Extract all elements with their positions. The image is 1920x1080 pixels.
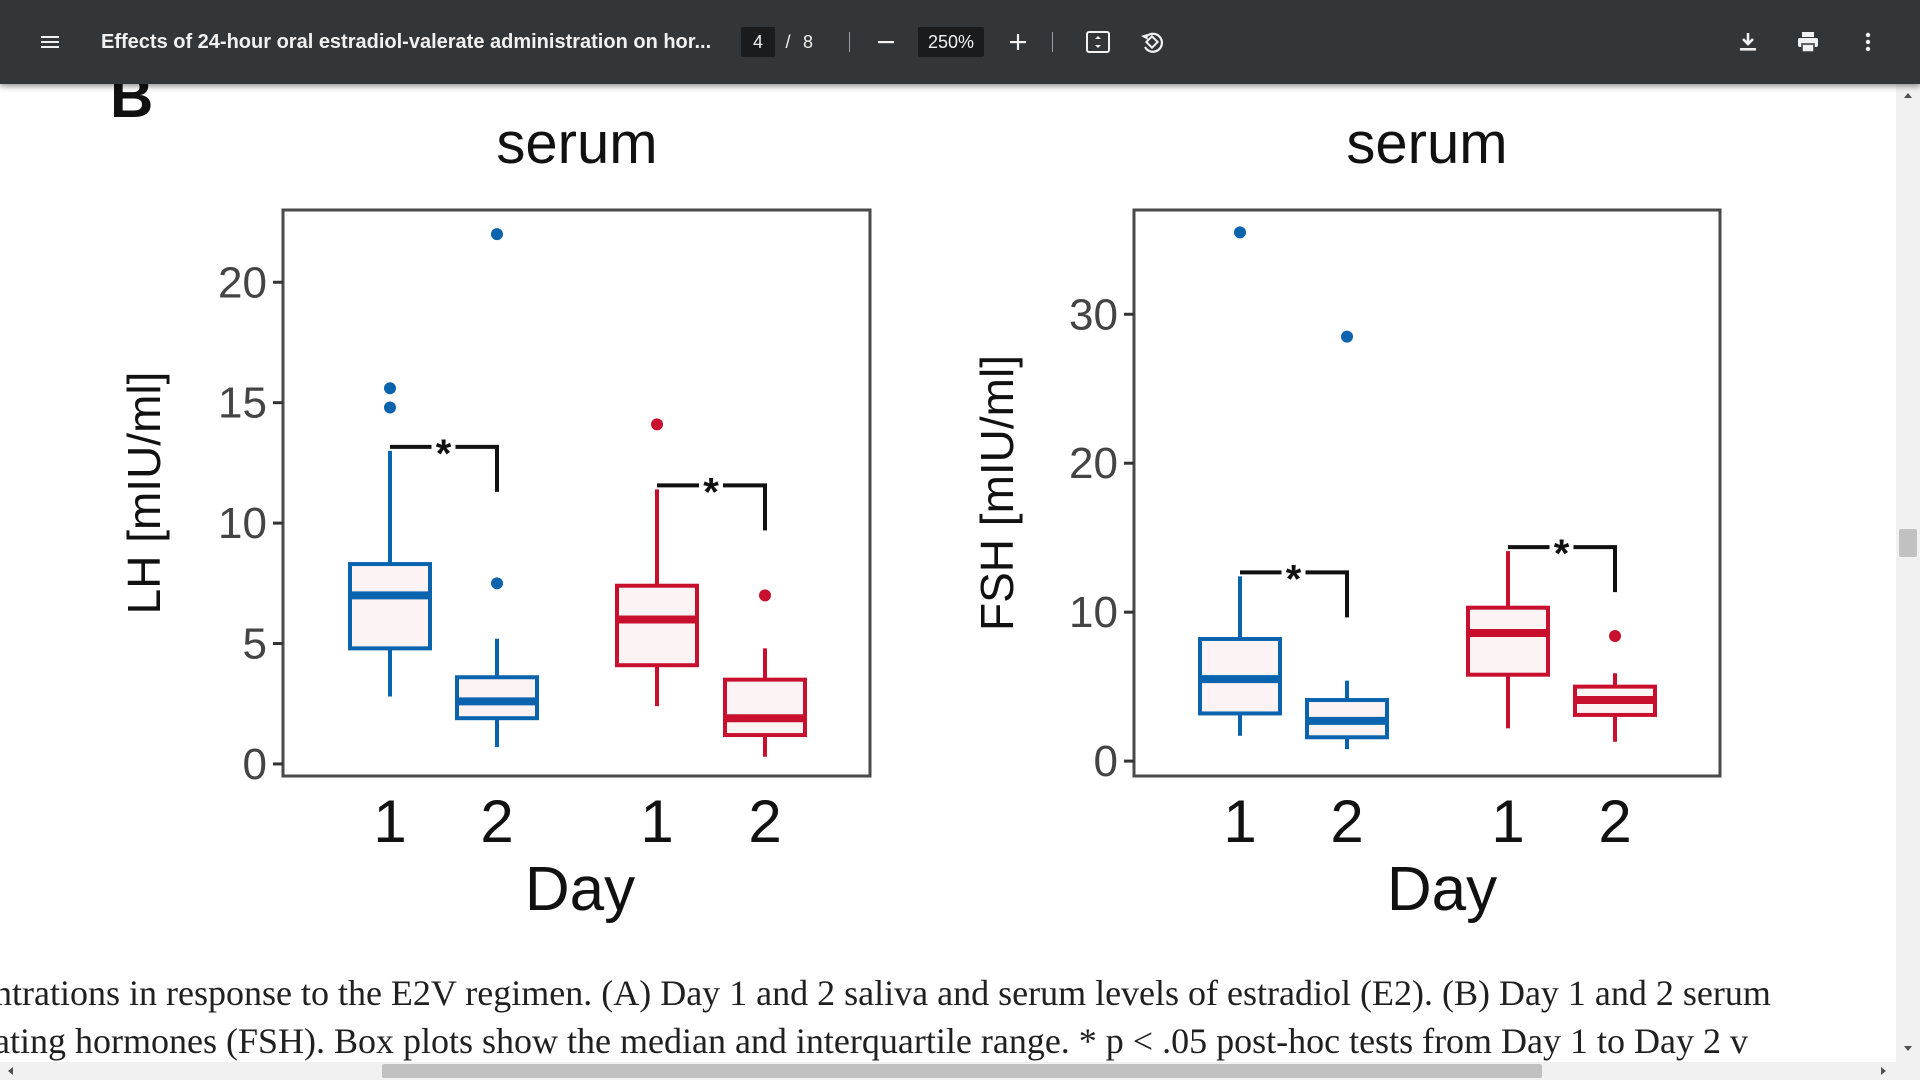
outlier-point [384,401,396,414]
menu-icon [41,36,59,48]
x-tick-label: 2 [480,788,513,855]
outlier-point [1609,629,1621,642]
vertical-scroll-thumb[interactable] [1899,529,1917,557]
download-button[interactable] [1728,22,1768,62]
outlier-point [384,382,396,395]
bracket-gap [699,481,723,490]
more-actions-button[interactable] [1848,22,1888,62]
minus-icon [878,41,894,44]
x-tick-label: 2 [1598,788,1631,855]
outlier-point [1341,330,1353,343]
bracket-gap [431,442,456,451]
toolbar-divider [849,32,850,52]
bracket-gap [1281,568,1306,577]
outlier-point [651,418,663,431]
download-icon [1740,33,1756,51]
significance-star: * [1286,557,1302,601]
toolbar-divider [1052,32,1053,52]
y-tick-label: 10 [1069,588,1118,637]
x-tick-label: 2 [1330,788,1363,855]
page-number-input[interactable]: 4 [741,27,775,57]
caption-line-1: ntrations in response to the E2V regimen… [0,973,1771,1013]
significance-bracket [1240,570,1349,618]
significance-bracket [1508,545,1617,593]
x-axis-label: Day [1387,855,1497,924]
menu-button[interactable] [30,22,70,62]
scrollbar-corner [1896,1062,1920,1080]
scroll-down-arrow-icon[interactable] [1900,1040,1916,1056]
significance-star: * [1554,532,1570,576]
panel-label: B [110,84,153,130]
chart-title: serum [496,111,657,176]
document-viewport: B serum 0 5 10 15 20 LH [mIU/ml] 1 2 1 2 Day * * serum… [0,84,1896,1062]
rotate-icon [1141,32,1164,53]
box-iqr [348,562,432,651]
y-tick-label: 0 [243,740,267,789]
more-vert-icon [1865,32,1871,52]
x-tick-label: 1 [373,788,406,855]
page-total: 8 [802,31,813,52]
zoom-out-button[interactable] [866,22,906,62]
x-axis-label: Day [525,855,635,924]
outlier-point [491,228,503,241]
plus-icon [1010,34,1026,50]
scroll-left-arrow-icon[interactable] [4,1064,18,1078]
y-tick-label: 20 [218,258,267,307]
scroll-right-arrow-icon[interactable] [1876,1064,1890,1078]
document-title: Effects of 24-hour oral estradiol-valera… [101,30,712,53]
y-tick-label: 15 [218,379,267,428]
significance-star: * [436,432,452,476]
x-tick-label: 2 [748,788,781,855]
rotate-button[interactable] [1132,22,1172,62]
vertical-scrollbar[interactable] [1896,84,1920,1062]
x-tick-label: 1 [1223,788,1256,855]
box-iqr [615,583,699,668]
chart-title: serum [1346,111,1507,176]
outlier-point [1234,226,1246,239]
x-tick-label: 1 [1491,788,1524,855]
y-tick-label: 10 [218,499,267,548]
bracket-gap [1549,543,1574,552]
y-tick-label: 0 [1094,737,1118,786]
outlier-point [759,589,771,602]
fit-to-page-button[interactable] [1078,22,1118,62]
horizontal-scroll-thumb[interactable] [382,1064,1542,1078]
y-tick-label: 5 [243,620,267,669]
fit-page-icon [1086,31,1110,53]
box-iqr [1466,605,1550,677]
print-button[interactable] [1788,22,1828,62]
x-tick-label: 1 [640,788,673,855]
box-iqr [723,677,807,738]
caption-line-2: ating hormones (FSH). Box plots show the… [0,1021,1749,1061]
y-axis-label: FSH [mIU/ml] [971,355,1023,631]
zoom-in-button[interactable] [998,22,1038,62]
significance-bracket [657,483,767,531]
significance-bracket [390,444,499,492]
print-icon [1798,32,1818,53]
y-tick-label: 20 [1069,439,1118,488]
significance-star: * [703,470,719,514]
scroll-up-arrow-icon[interactable] [1900,88,1916,104]
y-tick-label: 30 [1069,290,1118,339]
page-separator: / [785,31,791,52]
pdf-toolbar: Effects of 24-hour oral estradiol-valera… [0,0,1920,84]
y-axis-label: LH [mIU/ml] [118,372,170,615]
outlier-point [491,577,503,590]
zoom-level-input[interactable]: 250% [918,27,984,57]
